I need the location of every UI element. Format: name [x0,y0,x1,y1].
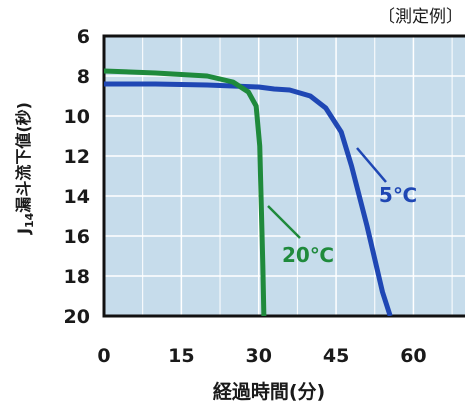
x-tick-label: 45 [323,345,349,367]
series-line-20c [104,68,267,316]
x-tick-label: 15 [168,345,194,367]
y-tick-label: 16 [64,226,90,248]
annotation-leader-line [356,147,387,183]
plot-frame [102,34,465,318]
plot-area [104,36,465,316]
annotation-leader-line [267,205,301,239]
y-tick-label: 12 [64,146,90,168]
y-tick-label: 14 [64,186,90,208]
corner-note: 〔測定例〕 [378,7,463,27]
series-label: 20℃ [282,243,334,267]
x-axis-label: 経過時間(分) [213,380,325,403]
y-axis-label: J14漏斗流下値(秒) [14,102,36,235]
x-tick-label: 0 [97,345,110,367]
y-tick-label: 20 [64,306,90,328]
series-line-5c [104,81,393,316]
y-tick-label: 18 [64,266,90,288]
x-tick-label: 60 [400,345,426,367]
x-tick-label: 30 [245,345,271,367]
y-tick-label: 6 [77,26,90,48]
series-label: 5℃ [379,183,417,207]
y-tick-label: 8 [77,66,90,88]
y-tick-label: 10 [64,106,90,128]
